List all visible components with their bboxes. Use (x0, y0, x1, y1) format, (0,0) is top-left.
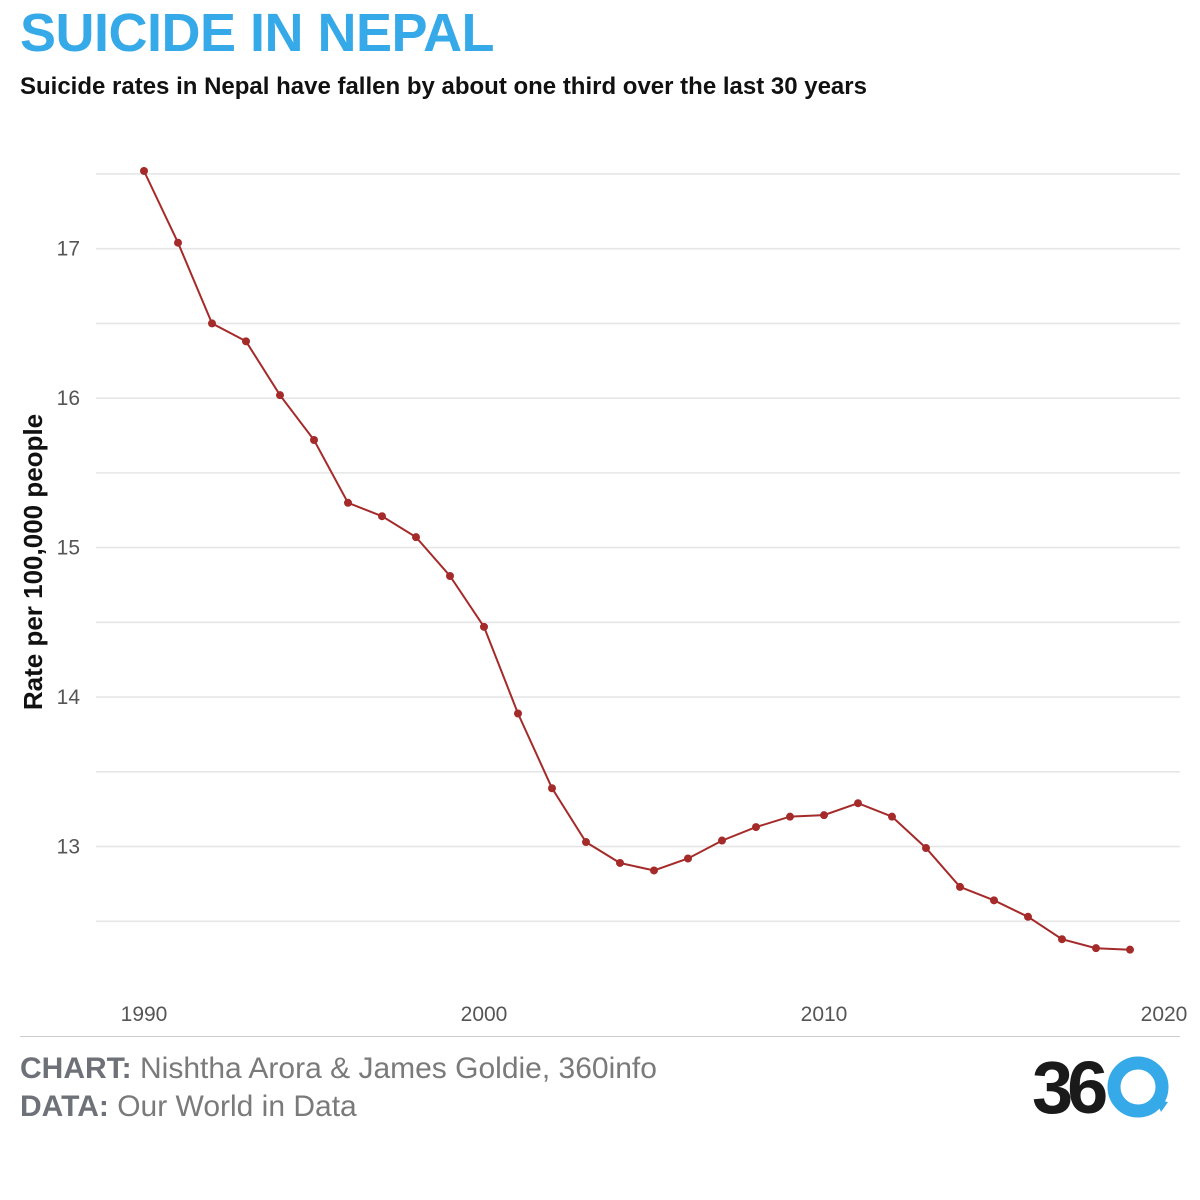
data-point (276, 391, 284, 400)
data-point (344, 498, 352, 507)
footer-divider (20, 1036, 1180, 1037)
data-point (1126, 945, 1134, 954)
logo-wordmark: 36 (1032, 1050, 1106, 1122)
data-point (786, 812, 794, 821)
y-tick-label: 16 (57, 387, 80, 410)
data-credit: DATA: Our World in Data (20, 1089, 357, 1125)
chart-subtitle: Suicide rates in Nepal have fallen by ab… (20, 73, 867, 100)
y-tick-label: 14 (57, 686, 81, 709)
data-point (514, 709, 522, 718)
y-tick-label: 17 (57, 238, 80, 261)
data-point (242, 337, 250, 346)
data-point (378, 512, 386, 521)
y-tick-label: 13 (57, 836, 80, 859)
data-point (310, 435, 318, 444)
x-tick-label: 1990 (121, 1003, 168, 1026)
data-point (1092, 944, 1100, 953)
data-point (582, 838, 590, 847)
data-point (208, 319, 216, 328)
data-point (650, 866, 658, 875)
data-point (174, 238, 182, 247)
series-layer (140, 166, 1134, 954)
360info-logo: 36 (1032, 1050, 1169, 1122)
data-point (480, 622, 488, 631)
chart-credit-text: Nishtha Arora & James Goldie, 360info (140, 1052, 657, 1085)
chart-credit-label: CHART: (20, 1052, 132, 1085)
data-point (1058, 935, 1066, 944)
data-point (922, 844, 930, 853)
data-credit-text: Our World in Data (117, 1090, 357, 1123)
data-point (854, 799, 862, 808)
data-point (684, 854, 692, 863)
data-point (956, 882, 964, 891)
data-point (616, 858, 624, 867)
x-tick-label: 2020 (1141, 1003, 1188, 1026)
x-tick-label: 2010 (801, 1003, 848, 1026)
line-chart: 13 14 15 16 17 1990 2000 2010 2020 Rate per 100… (18, 166, 1188, 1026)
series-line (143, 170, 1131, 951)
data-point (718, 836, 726, 845)
data-point (412, 533, 420, 542)
data-point (888, 812, 896, 821)
data-point (446, 572, 454, 581)
data-point (1024, 912, 1032, 921)
data-point (548, 784, 556, 793)
data-credit-label: DATA: (20, 1090, 109, 1123)
chart-credit: CHART: Nishtha Arora & James Goldie, 360… (20, 1051, 657, 1087)
y-axis-ticks: 13 14 15 16 17 (57, 238, 81, 859)
chart-title: SUICIDE IN NEPAL (20, 3, 495, 63)
x-tick-label: 2000 (461, 1003, 508, 1026)
logo-arrow-icon (1156, 1100, 1168, 1112)
y-tick-label: 15 (57, 537, 80, 560)
x-axis-ticks: 1990 2000 2010 2020 (121, 1003, 1188, 1026)
data-point (990, 896, 998, 905)
data-point (820, 811, 828, 820)
logo-ring-icon (1107, 1056, 1169, 1118)
gridlines (96, 173, 1180, 923)
data-point (140, 166, 148, 175)
data-point (752, 823, 760, 832)
y-axis-label: Rate per 100,000 people (18, 414, 48, 710)
